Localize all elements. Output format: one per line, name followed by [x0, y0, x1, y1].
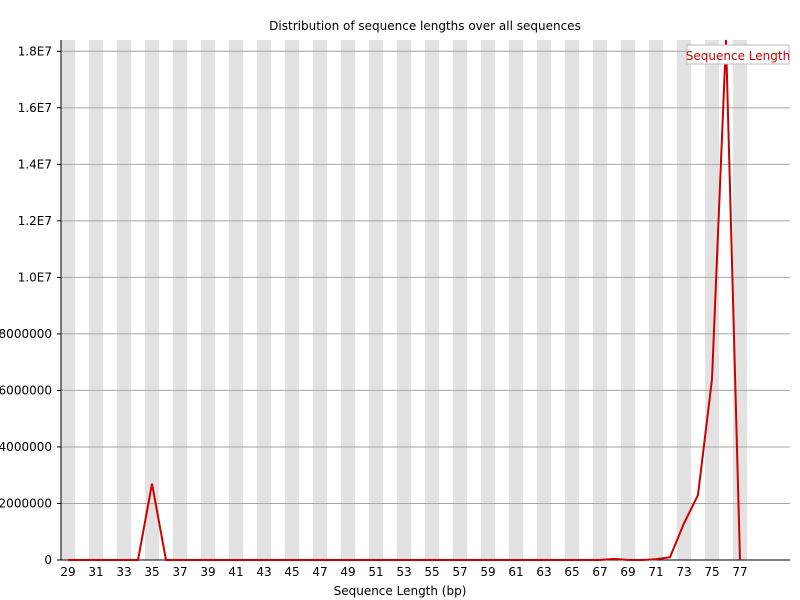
x-axis-label: Sequence Length (bp): [334, 584, 467, 598]
band-end: [747, 40, 790, 560]
band: [453, 40, 467, 560]
x-tick-label: 65: [564, 565, 579, 579]
x-tick-label: 41: [228, 565, 243, 579]
plot-area: [68, 39, 741, 561]
band: [733, 40, 747, 560]
band: [145, 40, 159, 560]
band: [593, 40, 607, 560]
y-tick-label: 1.4E7: [18, 157, 52, 171]
x-tick-label: 59: [480, 565, 495, 579]
series-line: [68, 39, 741, 561]
x-axis-ticks: 29 31 33 35 37 39 41 43 45 47 49 51 53 55 57 59 61 63 65 67…: [60, 565, 747, 579]
background-bands: [61, 40, 790, 560]
band: [201, 40, 215, 560]
band: [705, 40, 719, 560]
band: [341, 40, 355, 560]
x-tick-label: 77: [732, 565, 747, 579]
x-tick-label: 69: [620, 565, 635, 579]
band: [229, 40, 243, 560]
y-tick-label: 6000000: [0, 383, 52, 397]
band: [173, 40, 187, 560]
x-tick-label: 43: [256, 565, 271, 579]
band: [61, 40, 75, 560]
y-tick-label: 0: [44, 553, 52, 567]
x-tick-label: 53: [396, 565, 411, 579]
x-tick-label: 29: [60, 565, 75, 579]
band: [89, 40, 103, 560]
y-tick-label: 1.6E7: [18, 101, 52, 115]
band: [285, 40, 299, 560]
x-tick-label: 49: [340, 565, 355, 579]
band: [649, 40, 663, 560]
x-tick-label: 57: [452, 565, 467, 579]
x-tick-label: 47: [312, 565, 327, 579]
band: [117, 40, 131, 560]
y-tick-label: 8000000: [0, 327, 52, 341]
y-tick-label: 2000000: [0, 496, 52, 510]
band: [565, 40, 579, 560]
x-tick-label: 73: [676, 565, 691, 579]
x-tick-label: 55: [424, 565, 439, 579]
legend-entry: Sequence Length: [686, 49, 790, 63]
y-tick-label: 1.2E7: [18, 214, 52, 228]
x-tick-label: 51: [368, 565, 383, 579]
y-tick-label: 1.0E7: [18, 270, 52, 284]
x-tick-label: 35: [144, 565, 159, 579]
legend-box: [686, 44, 790, 65]
y-tick-label: 1.8E7: [18, 44, 52, 58]
band: [677, 40, 691, 560]
band: [509, 40, 523, 560]
band: [257, 40, 271, 560]
x-tick-label: 39: [200, 565, 215, 579]
x-tick-label: 33: [116, 565, 131, 579]
legend: Sequence Length: [686, 44, 790, 65]
x-tick-label: 63: [536, 565, 551, 579]
x-tick-label: 31: [88, 565, 103, 579]
x-tick-label: 45: [284, 565, 299, 579]
band: [537, 40, 551, 560]
y-tick-label: 4000000: [0, 440, 52, 454]
band: [621, 40, 635, 560]
x-tick-label: 71: [648, 565, 663, 579]
band: [481, 40, 495, 560]
band: [397, 40, 411, 560]
band: [425, 40, 439, 560]
y-axis-ticks: 0 2000000 4000000 6000000 8000000 1.0E7 1.2E7 1…: [0, 44, 61, 567]
x-tick-label: 75: [704, 565, 719, 579]
gridlines: [61, 50, 790, 504]
x-tick-label: 67: [592, 565, 607, 579]
x-tick-label: 61: [508, 565, 523, 579]
x-tick-label: 37: [172, 565, 187, 579]
chart-title: Distribution of sequence lengths over al…: [269, 19, 581, 33]
band: [313, 40, 327, 560]
band: [369, 40, 383, 560]
